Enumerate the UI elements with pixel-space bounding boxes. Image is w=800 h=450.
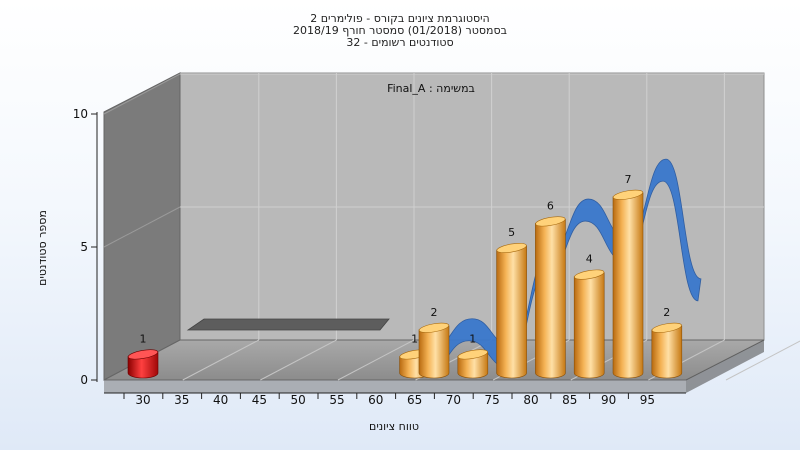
y-axis-ticks: 0 5 10 [73,107,97,387]
bar-value-label: 2 [431,306,438,319]
x-axis-label: טווח ציונים [369,420,419,433]
bar-top [612,189,644,200]
y-tick-label: 10 [73,107,88,121]
gridline-floor [260,339,337,381]
x-tick-label: 85 [562,393,577,407]
bar [127,349,159,379]
bar-value-label: 4 [586,253,593,266]
gridline-side [103,73,181,115]
bar [535,216,566,379]
x-axis-ticks: 30 35 40 45 50 55 60 65 70 75 80 85 90 95 [123,393,655,407]
x-tick-label: 35 [174,393,189,407]
x-tick-label: 50 [291,393,306,407]
bar-top [574,269,605,280]
chart-annotation: במשימה : Final_A [387,82,475,95]
gridline-floor [182,339,260,381]
bar-value-label: 1 [411,332,418,345]
chart-title-line: סטודנטים רשומים - 32 [346,36,453,49]
x-tick-label: 95 [640,393,655,407]
bar [573,269,605,379]
x-tick-label: 40 [213,393,228,407]
x-tick-label: 45 [252,393,267,407]
x-tick-label: 80 [523,393,538,407]
bar-body [418,325,450,379]
bar-body [612,192,644,379]
bar-body [535,219,566,379]
x-tick-label: 90 [601,393,616,407]
bar [651,322,683,379]
gridline-floor [725,340,800,381]
bar [496,242,527,379]
gridlines [103,73,800,381]
bar-value-label: 1 [469,332,476,345]
gridline-side [103,206,181,248]
bars [127,189,683,379]
bar-body [573,272,605,379]
x-tick-label: 55 [329,393,344,407]
bar-value-label: 6 [547,199,554,212]
bar-top [651,322,682,333]
x-tick-label: 60 [368,393,383,407]
bar-top [127,349,159,360]
bar-value-label: 1 [140,332,147,345]
bar-top [496,242,527,254]
x-tick-label: 75 [485,393,500,407]
bar-top [535,216,566,227]
chart-title-line: בסמסטר (01/2018) סמסטר חורף 2018/19 [293,24,507,37]
bar-body [496,245,527,379]
zero-shadow-band [186,318,390,331]
bar [457,349,489,379]
bar-top [418,322,450,333]
x-tick-label: 30 [135,393,150,407]
chart-title-line: היסטוגרמת ציונים בקורס - פולימרים 2 [310,12,489,25]
chart-floor-edge [104,380,686,393]
y-axis-label: מספר סטודנטים [36,210,49,286]
x-tick-label: 70 [446,393,461,407]
chart-floor-side-edge [686,340,764,393]
bar-value-label: 5 [508,226,515,239]
y-tick-label: 5 [80,240,88,254]
gridline-floor [337,339,415,381]
bar-body [651,325,683,379]
x-tick-label: 65 [407,393,422,407]
chart-title: היסטוגרמת ציונים בקורס - פולימרים 2בסמסט… [293,12,507,49]
bar-value-label: 2 [663,306,670,319]
bar-top [457,349,488,360]
y-tick-label: 0 [80,373,88,387]
bar [612,189,644,379]
bar [418,322,450,379]
bar-value-label: 7 [625,173,632,186]
